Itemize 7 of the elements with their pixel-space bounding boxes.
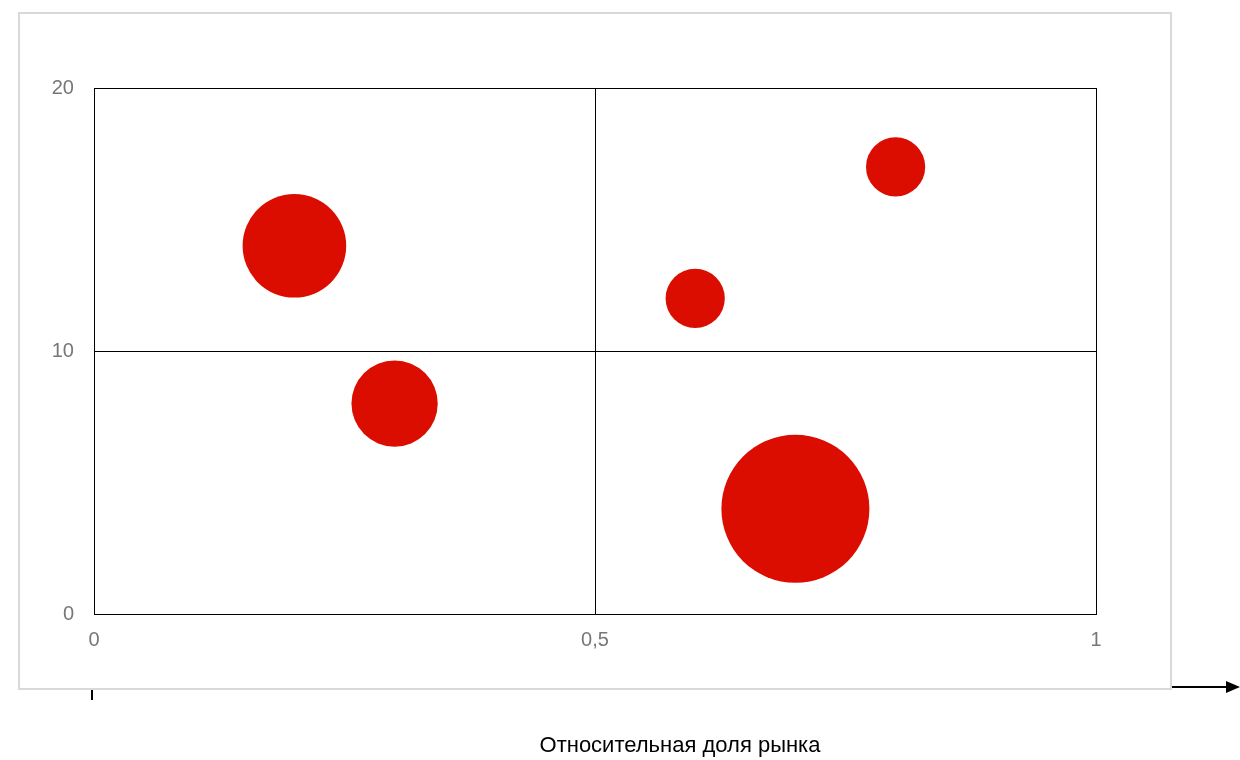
y-tick-label: 20 bbox=[51, 75, 74, 98]
x-tick-label: 1 bbox=[1090, 627, 1102, 650]
x-tick-label: 0,5 bbox=[581, 627, 609, 650]
x-tick-label: 0 bbox=[88, 627, 100, 650]
y-tick-label: 0 bbox=[62, 601, 74, 624]
x-axis-title: Относительная доля рынка bbox=[538, 732, 822, 758]
y-tick-label: 10 bbox=[51, 338, 74, 361]
